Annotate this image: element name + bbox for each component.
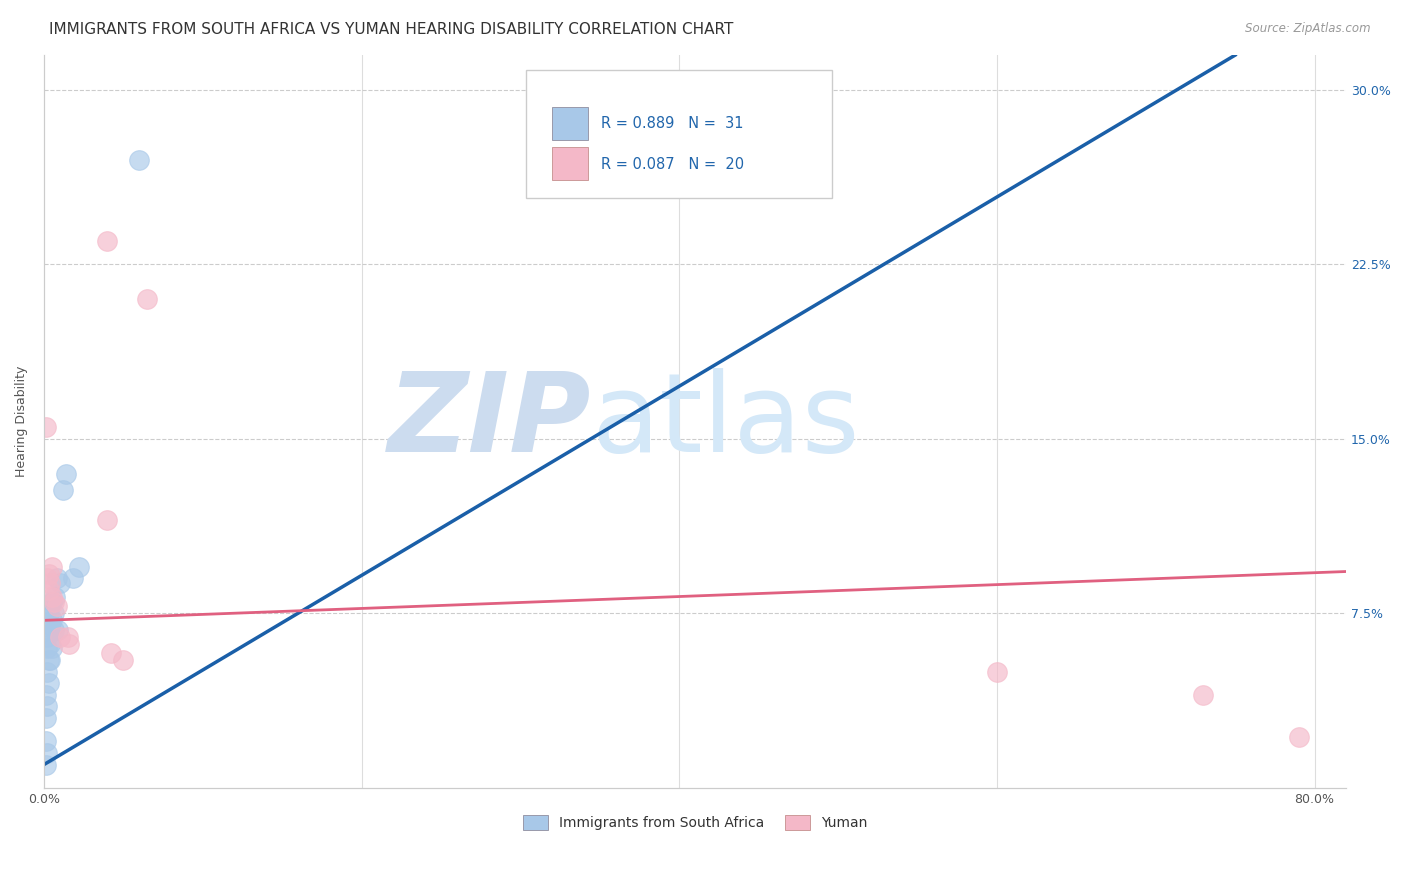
Point	[41, 559, 63, 574]
Point	[39, 637, 62, 651]
Point	[96, 513, 118, 527]
Point	[34, 757, 56, 772]
Point	[39, 653, 62, 667]
Point	[1288, 730, 1310, 744]
Point	[37, 572, 59, 586]
Point	[44, 590, 66, 604]
Point	[41, 641, 63, 656]
Point	[49, 576, 72, 591]
Point	[1192, 688, 1215, 702]
Legend: Immigrants from South Africa, Yuman: Immigrants from South Africa, Yuman	[517, 810, 873, 836]
Point	[42, 595, 65, 609]
Point	[62, 572, 84, 586]
Point	[38, 676, 60, 690]
Point	[34, 688, 56, 702]
Text: Source: ZipAtlas.com: Source: ZipAtlas.com	[1246, 22, 1371, 36]
Point	[56, 630, 79, 644]
Point	[38, 653, 60, 667]
Point	[52, 483, 75, 497]
Point	[39, 576, 62, 591]
Point	[37, 630, 59, 644]
FancyBboxPatch shape	[526, 70, 832, 198]
Point	[55, 467, 77, 481]
Point	[58, 637, 80, 651]
Text: R = 0.087   N =  20: R = 0.087 N = 20	[602, 157, 745, 172]
Point	[128, 153, 150, 167]
Point	[38, 623, 60, 637]
Point	[100, 646, 122, 660]
Point	[38, 583, 60, 598]
Text: atlas: atlas	[591, 368, 859, 475]
Point	[38, 607, 60, 621]
Text: ZIP: ZIP	[388, 368, 591, 475]
FancyBboxPatch shape	[553, 147, 588, 180]
Point	[37, 665, 59, 679]
FancyBboxPatch shape	[553, 107, 588, 140]
Point	[41, 590, 63, 604]
Point	[67, 559, 90, 574]
Point	[41, 613, 63, 627]
Point	[34, 734, 56, 748]
Point	[37, 699, 59, 714]
Point	[37, 641, 59, 656]
Point	[42, 607, 65, 621]
Point	[96, 234, 118, 248]
Point	[41, 595, 63, 609]
Point	[986, 665, 1008, 679]
Point	[34, 420, 56, 434]
Point	[39, 618, 62, 632]
Point	[37, 746, 59, 760]
Point	[112, 653, 135, 667]
Point	[136, 293, 159, 307]
Point	[45, 599, 67, 614]
Point	[45, 572, 67, 586]
Point	[49, 630, 72, 644]
Text: IMMIGRANTS FROM SOUTH AFRICA VS YUMAN HEARING DISABILITY CORRELATION CHART: IMMIGRANTS FROM SOUTH AFRICA VS YUMAN HE…	[49, 22, 734, 37]
Point	[34, 711, 56, 725]
Point	[38, 566, 60, 581]
Y-axis label: Hearing Disability: Hearing Disability	[15, 366, 28, 477]
Point	[46, 623, 69, 637]
Point	[39, 599, 62, 614]
Point	[42, 623, 65, 637]
Text: R = 0.889   N =  31: R = 0.889 N = 31	[602, 116, 744, 131]
